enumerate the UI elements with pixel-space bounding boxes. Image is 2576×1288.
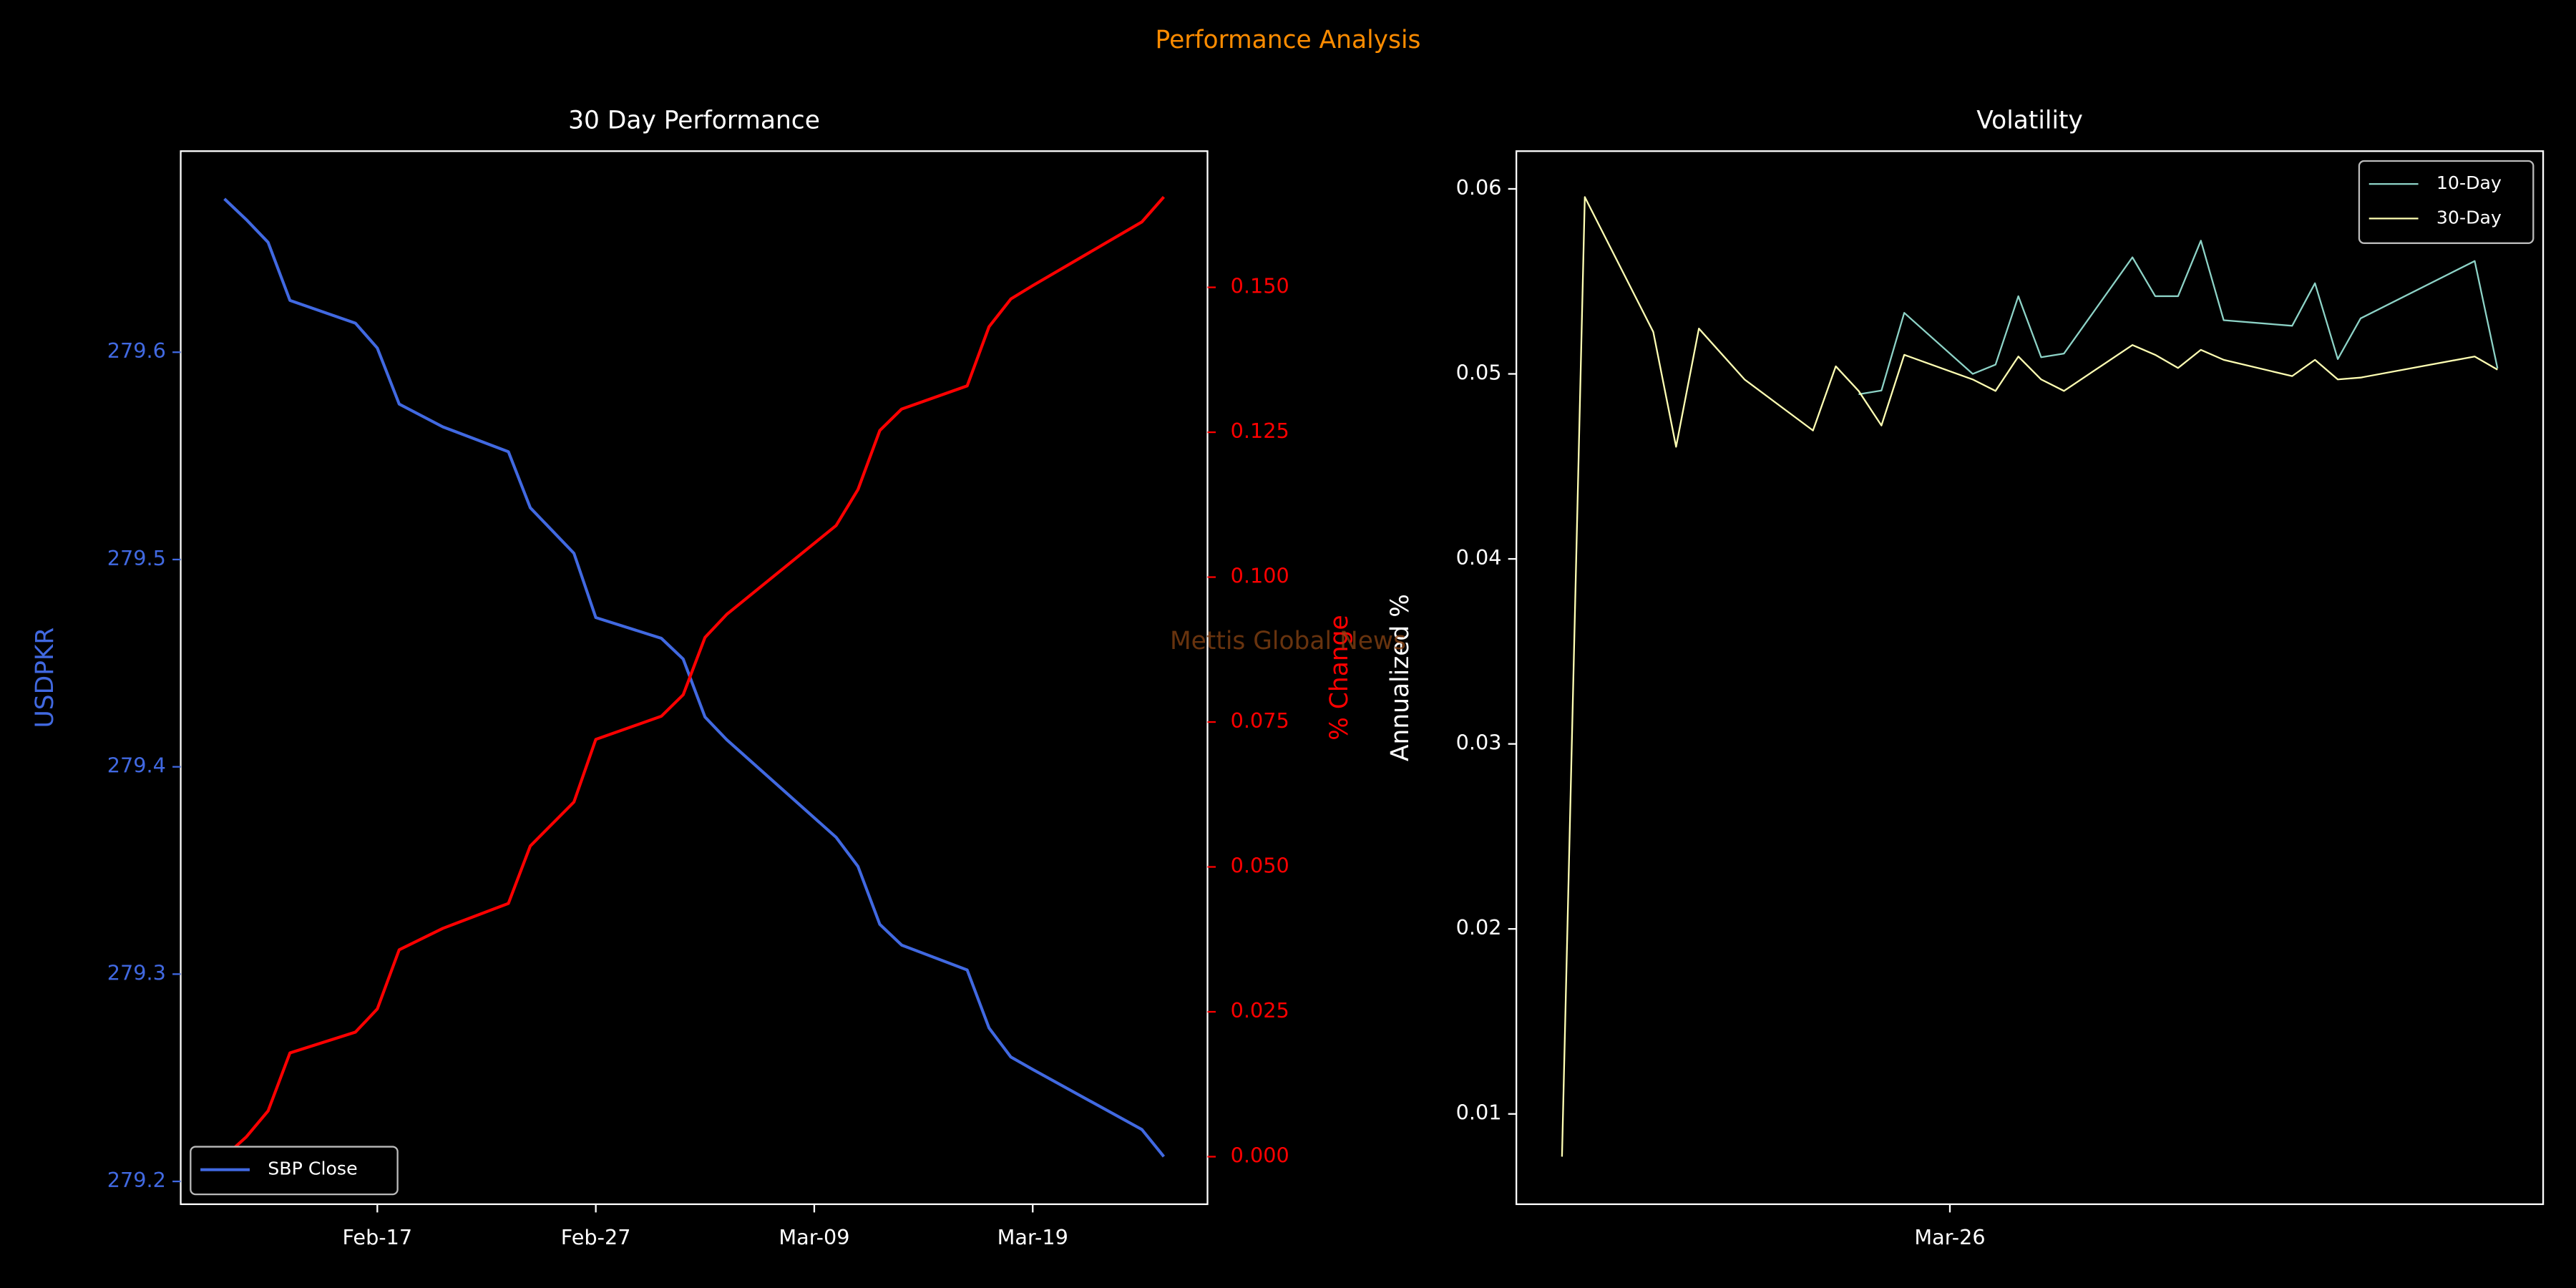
watermark: Mettis Global News bbox=[1170, 627, 1406, 655]
x-tick-label: Mar-09 bbox=[779, 1225, 849, 1249]
x-tick-label: Feb-27 bbox=[561, 1225, 631, 1249]
series-line bbox=[223, 195, 1165, 1158]
y2-tick-label: 0.000 bbox=[1231, 1143, 1289, 1167]
chart-title: Volatility bbox=[1976, 106, 2083, 135]
x-tick-label: Mar-26 bbox=[1914, 1225, 1985, 1249]
figure-title: Performance Analysis bbox=[1156, 26, 1421, 54]
y-tick-label: 279.5 bbox=[107, 546, 166, 570]
y-tick-label: 0.02 bbox=[1456, 915, 1502, 940]
y2-tick-label: 0.050 bbox=[1231, 854, 1289, 878]
y-tick-label: 279.4 bbox=[107, 753, 166, 778]
y2-tick-label: 0.025 bbox=[1231, 998, 1289, 1023]
y-tick-label: 0.06 bbox=[1456, 175, 1502, 200]
y-tick-label: 0.05 bbox=[1456, 361, 1502, 385]
y2-tick-label: 0.075 bbox=[1231, 708, 1289, 733]
y-tick-label: 279.2 bbox=[107, 1168, 166, 1192]
y2-tick-label: 0.150 bbox=[1231, 274, 1289, 298]
series-line bbox=[1561, 196, 2498, 1157]
y-axis-label: Annualized % bbox=[1386, 594, 1415, 761]
y-axis-label: USDPKR bbox=[31, 628, 59, 728]
legend-label: SBP Close bbox=[268, 1158, 357, 1179]
y-tick-label: 0.01 bbox=[1456, 1101, 1502, 1125]
y2-tick-label: 0.100 bbox=[1231, 564, 1289, 588]
legend-label: 10-Day bbox=[2436, 172, 2502, 193]
chart-title: 30 Day Performance bbox=[568, 106, 820, 135]
axes-frame bbox=[180, 150, 1209, 1206]
legend-label: 30-Day bbox=[2436, 207, 2502, 228]
legend-box bbox=[190, 1146, 399, 1196]
series-line bbox=[223, 197, 1166, 1158]
axes-frame bbox=[1515, 150, 2545, 1206]
y-tick-label: 279.3 bbox=[107, 960, 166, 985]
x-tick-label: Mar-19 bbox=[997, 1225, 1068, 1249]
y-tick-label: 279.6 bbox=[107, 338, 166, 363]
y-tick-label: 0.04 bbox=[1456, 545, 1502, 570]
y2-tick-label: 0.125 bbox=[1231, 419, 1289, 443]
x-tick-label: Feb-17 bbox=[343, 1225, 413, 1249]
series-line bbox=[1858, 240, 2499, 396]
y-tick-label: 0.03 bbox=[1456, 731, 1502, 755]
y2-axis-label: % Change bbox=[1325, 615, 1354, 740]
legend-box bbox=[2358, 160, 2534, 244]
